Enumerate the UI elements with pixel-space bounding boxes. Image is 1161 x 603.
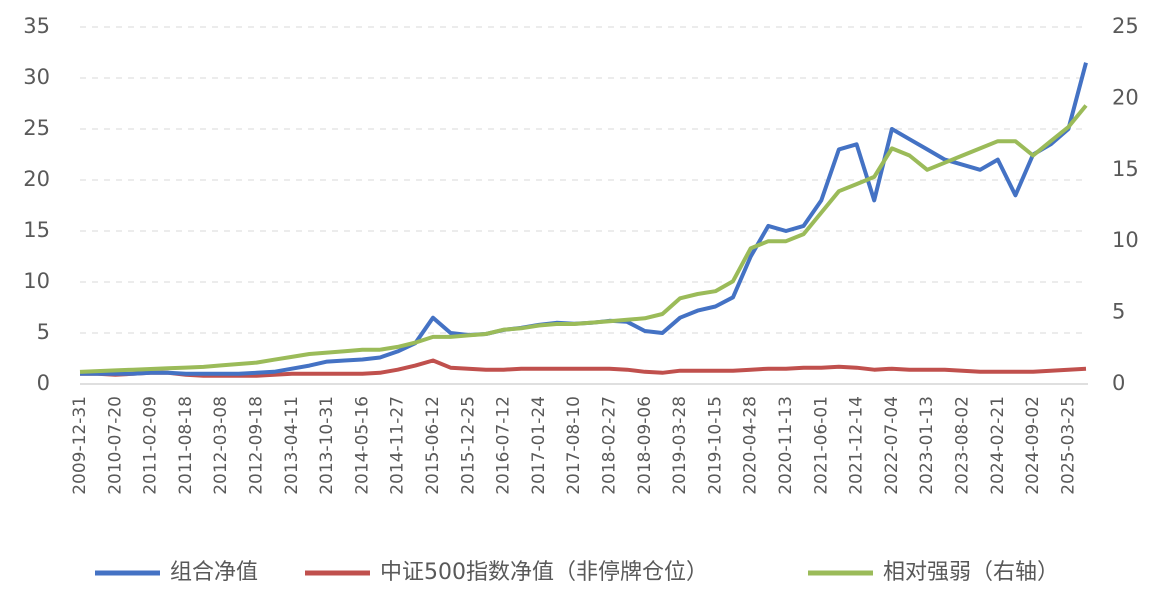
y-tick-label: 5 — [37, 320, 50, 344]
x-tick-label: 2020-04-28 — [741, 396, 761, 495]
x-tick-label: 2018-09-06 — [635, 396, 655, 495]
x-tick-label: 2012-09-18 — [246, 396, 266, 495]
y-tick-label: 20 — [23, 167, 50, 191]
x-tick-label: 2023-08-02 — [952, 396, 972, 495]
x-tick-label: 2014-05-16 — [352, 396, 372, 495]
x-tick-label: 2021-12-14 — [847, 396, 867, 495]
x-tick-label: 2015-12-25 — [458, 396, 478, 495]
x-tick-label: 2013-10-31 — [317, 396, 337, 495]
y-tick-label: 30 — [23, 65, 50, 89]
x-tick-label: 2021-06-01 — [811, 396, 831, 495]
x-tick-label: 2017-01-24 — [529, 396, 549, 495]
y-tick-label: 10 — [23, 269, 50, 293]
y-tick-label: 15 — [23, 218, 50, 242]
x-tick-label: 2022-07-04 — [882, 396, 902, 495]
x-tick-label: 2011-02-09 — [141, 396, 161, 495]
y-tick-label: 25 — [23, 116, 50, 140]
series-line — [80, 358, 1087, 378]
x-tick-label: 2013-04-11 — [282, 396, 302, 495]
series-line — [79, 104, 1088, 374]
x-tick-label: 2025-03-25 — [1058, 396, 1078, 495]
y2-tick-label: 0 — [1112, 371, 1125, 395]
legend-label: 中证500指数净值（非停牌仓位） — [380, 560, 708, 585]
x-tick-label: 2009-12-31 — [70, 396, 90, 495]
y2-tick-label: 10 — [1112, 228, 1139, 252]
y2-tick-label: 25 — [1112, 14, 1139, 38]
x-tick-label: 2024-02-21 — [988, 396, 1008, 495]
x-tick-label: 2020-11-13 — [776, 396, 796, 495]
x-tick-label: 2012-03-08 — [211, 396, 231, 495]
x-tick-label: 2010-07-20 — [105, 396, 125, 495]
x-tick-label: 2019-03-28 — [670, 396, 690, 495]
x-tick-label: 2015-06-12 — [423, 396, 443, 495]
x-tick-label: 2016-07-12 — [494, 396, 514, 495]
x-tick-label: 2018-02-27 — [599, 396, 619, 495]
x-tick-label: 2023-01-13 — [917, 396, 937, 495]
series-line — [80, 62, 1088, 376]
x-tick-label: 2024-09-02 — [1023, 396, 1043, 495]
y-tick-label: 0 — [37, 371, 50, 395]
x-tick-label: 2014-11-27 — [388, 396, 408, 495]
y2-tick-label: 15 — [1112, 157, 1139, 181]
x-tick-label: 2017-08-10 — [564, 396, 584, 495]
x-tick-label: 2019-10-15 — [705, 396, 725, 495]
y2-tick-label: 20 — [1112, 85, 1139, 109]
y-tick-label: 35 — [23, 14, 50, 38]
legend-label: 组合净值 — [170, 560, 258, 585]
y2-tick-label: 5 — [1112, 300, 1125, 324]
x-tick-label: 2011-08-18 — [176, 396, 196, 495]
legend-label: 相对强弱（右轴） — [883, 560, 1059, 585]
